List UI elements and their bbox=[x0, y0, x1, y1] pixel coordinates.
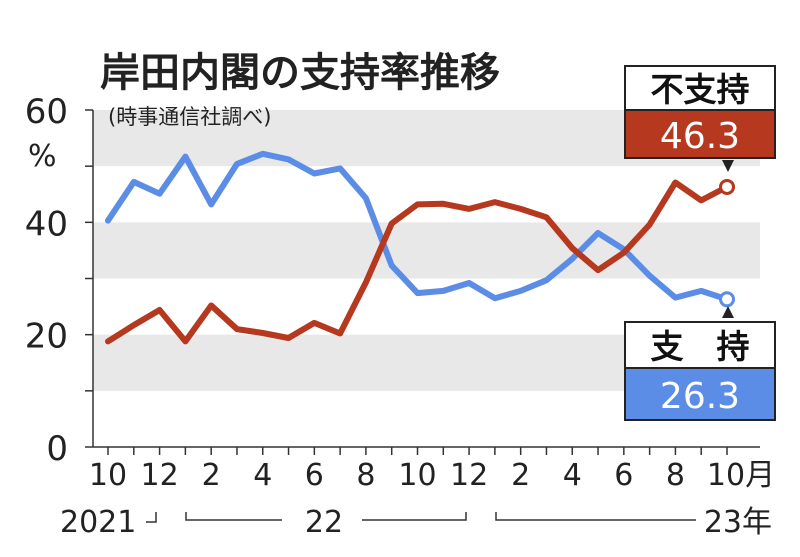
year-bracket bbox=[495, 512, 696, 521]
y-tick-label: 20 bbox=[25, 317, 68, 357]
callouts: 不支持 46.3 支 持 26.3 bbox=[624, 65, 776, 421]
callout-nonsupport-label-box bbox=[624, 65, 776, 111]
series-endpoint bbox=[719, 178, 735, 195]
callout-nonsupport-value-box bbox=[624, 109, 776, 159]
x-tick-label: 4 bbox=[253, 458, 272, 493]
y-tick-label: 60 bbox=[25, 92, 68, 132]
grid-band bbox=[93, 222, 760, 279]
x-tick-label: 2 bbox=[511, 458, 530, 493]
y-tick-label: 40 bbox=[25, 204, 68, 244]
callout-nonsupport-label: 不支持 bbox=[651, 70, 750, 109]
year-label: 22 bbox=[305, 505, 343, 540]
x-tick-label: 8 bbox=[666, 458, 685, 493]
callout-support-value-box bbox=[624, 367, 776, 421]
x-tick-label: 8 bbox=[356, 458, 375, 493]
callout-support-value: 26.3 bbox=[660, 376, 740, 417]
callout-support-label-box bbox=[624, 321, 776, 369]
year-label: 23年 bbox=[704, 505, 772, 540]
chart-title: 岸田内閣の支持率推移 bbox=[100, 50, 500, 96]
callout-nonsupport-value: 46.3 bbox=[660, 116, 740, 157]
x-tick-label: 6 bbox=[614, 458, 633, 493]
x-tick-label: 12 bbox=[140, 458, 178, 493]
x-tick-label: 4 bbox=[563, 458, 582, 493]
y-axis-unit-label: % bbox=[28, 139, 57, 174]
year-bracket bbox=[185, 512, 282, 521]
y-tick-label: 0 bbox=[46, 429, 68, 469]
year-bracket bbox=[146, 512, 157, 523]
callout-nonsupport-pointer bbox=[722, 160, 734, 172]
x-tick-label: 6 bbox=[305, 458, 324, 493]
x-tick-label: 2 bbox=[202, 458, 221, 493]
y-axis: 0 20 40 60 bbox=[25, 92, 760, 469]
x-tick-label: 12 bbox=[450, 458, 488, 493]
x-tick-label: 10月 bbox=[707, 458, 775, 493]
series-lines bbox=[105, 150, 735, 345]
callout-support-pointer bbox=[722, 306, 734, 318]
chart-subtitle: (時事通信社調べ) bbox=[108, 105, 271, 129]
x-tick-label: 10 bbox=[89, 458, 127, 493]
year-bracket bbox=[362, 512, 467, 521]
series-endpoint bbox=[719, 291, 735, 308]
callout-support-label: 支 持 bbox=[651, 327, 750, 366]
x-tick-label: 10 bbox=[398, 458, 436, 493]
year-label: 2021 bbox=[60, 505, 136, 540]
series-line-nonsupport bbox=[105, 179, 730, 345]
